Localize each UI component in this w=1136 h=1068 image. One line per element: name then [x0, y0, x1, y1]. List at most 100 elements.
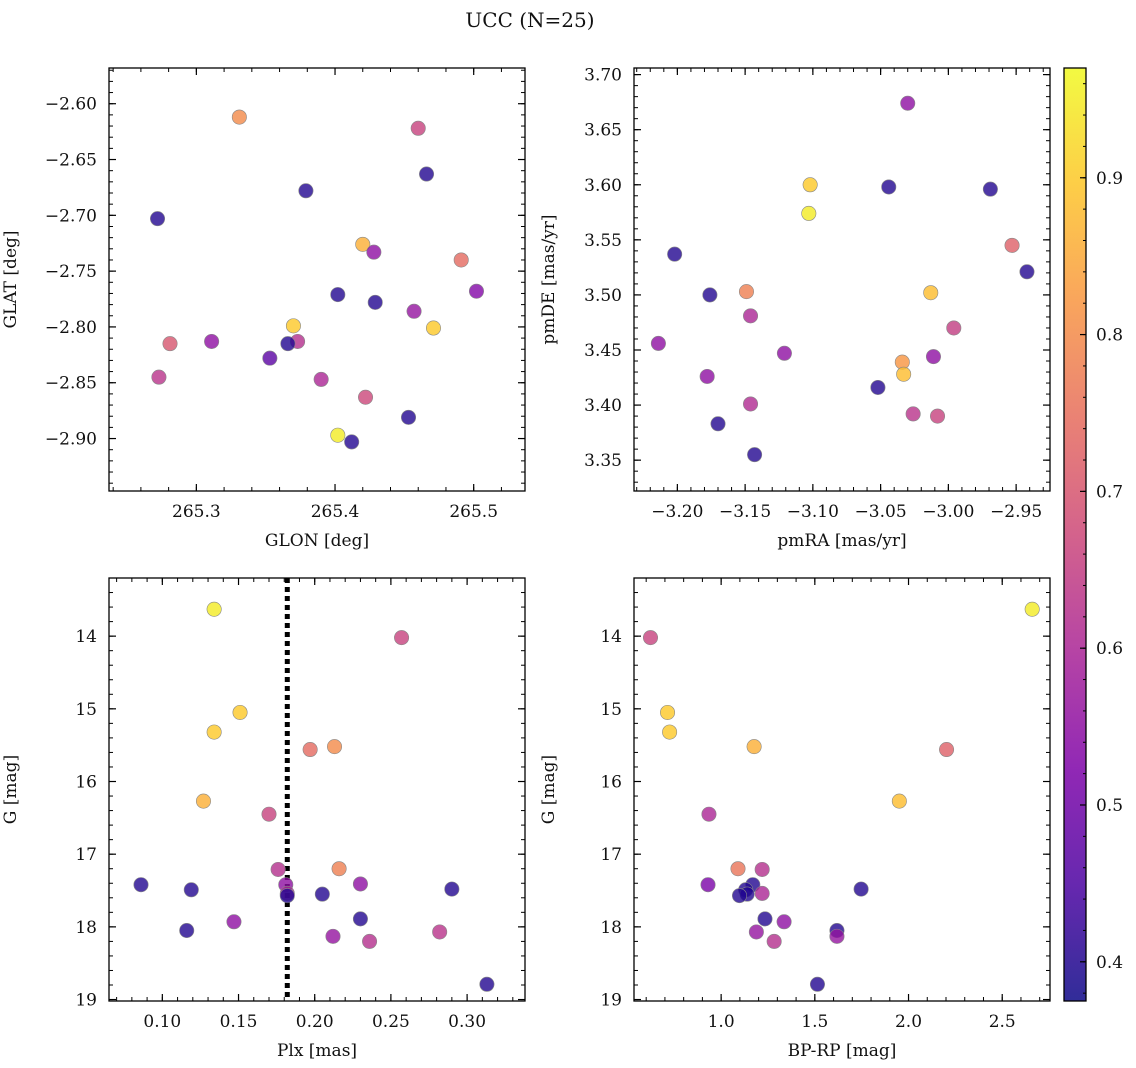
- panel-3: 0.10 0.15 0.20 0.25 0.30 14 15 16 17 18 19 Plx [mas…: [1, 577, 526, 1061]
- scatter-point: [366, 244, 382, 260]
- scatter-point: [432, 924, 448, 940]
- x-tick-label: 0.10: [143, 1012, 181, 1032]
- scatter-point: [425, 320, 441, 336]
- y-tick-label: −2.60: [45, 95, 97, 115]
- x-axis-label: BP-RP [mag]: [788, 1041, 897, 1061]
- scatter-point: [923, 285, 939, 301]
- scatter-point: [757, 911, 773, 927]
- panel-1: 265.3 265.4 265.5 −2.90 −2.85 −2.80 −2.75 −2.70…: [1, 67, 526, 551]
- y-tick-label: 17: [75, 845, 97, 865]
- scatter-point: [939, 742, 955, 758]
- y-tick-label: 14: [75, 627, 97, 647]
- scatter-point: [302, 742, 318, 758]
- scatter-point: [330, 427, 346, 443]
- y-tick-label: 3.60: [584, 176, 622, 196]
- scatter-point: [746, 739, 762, 755]
- y-tick-label: −2.65: [45, 151, 97, 171]
- colorbar-tick-label: 0.6: [1096, 639, 1123, 659]
- y-tick-label: −2.85: [45, 374, 97, 394]
- y-tick-label: 3.55: [584, 231, 622, 251]
- y-tick-label: 3.35: [584, 451, 622, 471]
- x-tick-label: 0.20: [296, 1012, 334, 1032]
- scatter-point: [776, 345, 792, 361]
- scatter-point: [331, 861, 347, 877]
- scatter-point: [710, 416, 726, 432]
- y-axis-label: GLAT [deg]: [1, 230, 21, 328]
- y-tick-label: 18: [75, 918, 97, 938]
- x-tick-label: 0.15: [220, 1012, 258, 1032]
- axes-frame: [633, 577, 1051, 1002]
- x-tick-label: −3.05: [855, 502, 907, 522]
- scatter-point: [444, 881, 460, 897]
- y-tick-label: 15: [600, 700, 622, 720]
- scatter-point: [419, 166, 435, 182]
- scatter-point: [401, 409, 417, 425]
- scatter-point: [738, 284, 754, 300]
- panel-4: 1.0 1.5 2.0 2.5 14 15 16 17 18 19 BP-RP [mag] G [ma…: [539, 577, 1051, 1061]
- scatter-point: [162, 336, 178, 352]
- scatter-point: [946, 320, 962, 336]
- x-tick-label: 265.4: [311, 502, 360, 522]
- scatter-point: [662, 724, 678, 740]
- y-tick-label: 3.70: [584, 66, 622, 86]
- x-tick-label: 1.0: [708, 1012, 735, 1032]
- scatter-point: [743, 396, 759, 412]
- scatter-point: [367, 294, 383, 310]
- scatter-point: [891, 793, 907, 809]
- scatter-point: [731, 888, 747, 904]
- scatter-point: [801, 205, 817, 221]
- scatter-point: [829, 928, 845, 944]
- y-tick-label: 16: [600, 773, 622, 793]
- x-tick-label: 2.5: [989, 1012, 1016, 1032]
- scatter-point: [352, 876, 368, 892]
- scatter-point: [298, 183, 314, 199]
- scatter-point: [853, 881, 869, 897]
- scatter-point: [344, 434, 360, 450]
- scatter-point: [327, 739, 343, 755]
- scatter-point: [1004, 237, 1020, 253]
- scatter-point: [362, 933, 378, 949]
- scatter-point: [479, 976, 495, 992]
- x-axis-label: Plx [mas]: [277, 1041, 357, 1061]
- scatter-point: [1024, 601, 1040, 617]
- scatter-point: [232, 704, 248, 720]
- x-axis-label: GLON [deg]: [265, 531, 369, 551]
- y-tick-label: 3.65: [584, 121, 622, 141]
- scatter-point: [660, 704, 676, 720]
- x-tick-label: 265.3: [172, 502, 221, 522]
- scatter-point: [204, 333, 220, 349]
- colorbar-tick-label: 0.4: [1096, 953, 1123, 973]
- colorbar-tick-label: 0.8: [1096, 326, 1123, 346]
- scatter-point: [406, 303, 422, 319]
- colorbar: 0.4 0.5 0.6 0.7 0.8 0.9: [1063, 67, 1123, 1002]
- y-axis-label: pmDE [mas/yr]: [539, 214, 559, 344]
- scatter-point: [982, 181, 998, 197]
- colorbar-tick-label: 0.5: [1096, 796, 1123, 816]
- scatter-point: [279, 888, 295, 904]
- axes-frame: [108, 67, 526, 492]
- y-axis-label: G [mag]: [539, 755, 559, 824]
- panel-2: −3.20 −3.15 −3.10 −3.05 −3.00 −2.95 3.35 3.40 3.…: [539, 66, 1051, 551]
- scatter-point: [133, 877, 149, 893]
- colorbar-tick-label: 0.9: [1096, 169, 1123, 189]
- y-tick-label: 3.40: [584, 396, 622, 416]
- x-tick-label: 2.0: [895, 1012, 922, 1032]
- x-tick-label: 265.5: [449, 502, 498, 522]
- scatter-point: [453, 252, 469, 268]
- scatter-point: [802, 177, 818, 193]
- scatter-point: [702, 287, 718, 303]
- scatter-point: [776, 914, 792, 930]
- scatter-point: [754, 861, 770, 877]
- scatter-point: [925, 349, 941, 365]
- y-tick-label: 15: [75, 700, 97, 720]
- scatter-point: [352, 911, 368, 927]
- scatter-point: [394, 630, 410, 646]
- scatter-point: [650, 335, 666, 351]
- y-tick-label: 3.50: [584, 286, 622, 306]
- figure-title: UCC (N=25): [465, 8, 594, 32]
- x-tick-label: 0.30: [448, 1012, 486, 1032]
- y-tick-label: 3.45: [584, 341, 622, 361]
- colorbar-frame: [1063, 67, 1087, 1002]
- scatter-point: [195, 793, 211, 809]
